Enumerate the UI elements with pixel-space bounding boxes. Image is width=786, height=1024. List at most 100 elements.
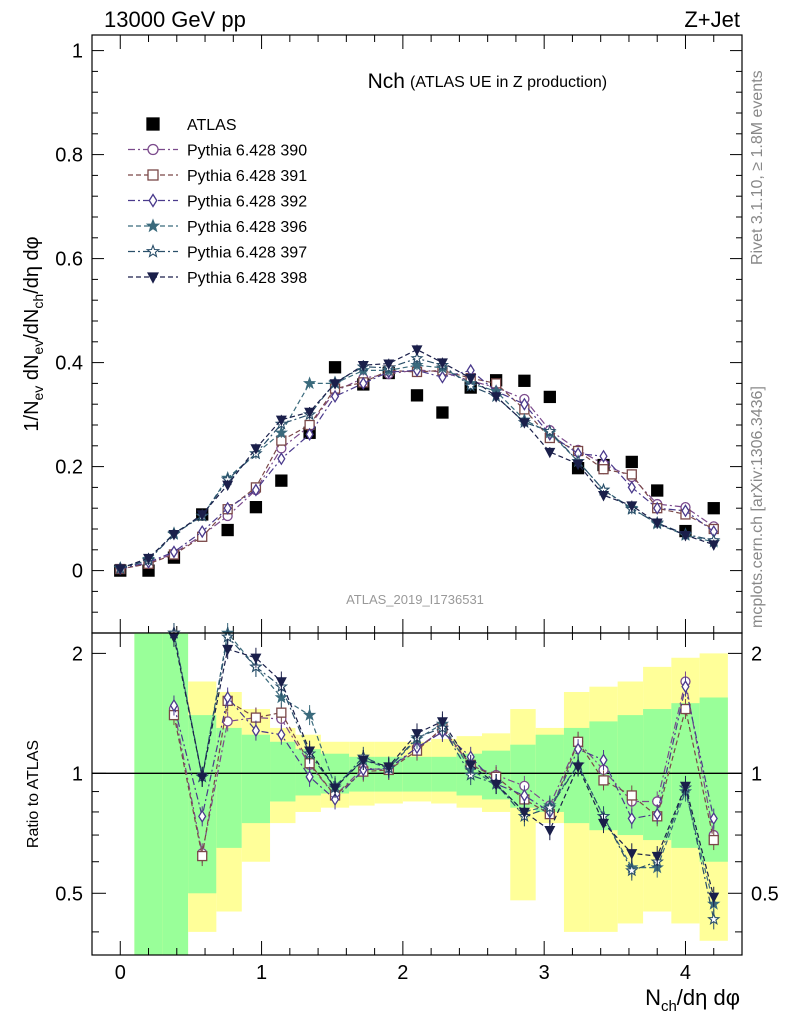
legend: ATLAS Pythia 6.428 390 Pythia 6.428 391 Pyt… xyxy=(128,117,307,287)
ratio-point xyxy=(197,850,208,862)
main-ytick-label: 0 xyxy=(72,561,83,583)
main-series-6 xyxy=(114,344,720,575)
main-point xyxy=(411,345,423,356)
ratio-point xyxy=(302,708,317,721)
green-band xyxy=(402,756,432,792)
ratio-point xyxy=(707,912,721,925)
x-axis-label: Nch/dη dφ xyxy=(645,985,740,1015)
main-series-line xyxy=(120,348,714,570)
legend-marker xyxy=(146,117,160,131)
legend-label: Pythia 6.428 397 xyxy=(187,245,307,262)
main-series-0 xyxy=(114,361,720,577)
ratio-point xyxy=(653,807,662,821)
ratio-point xyxy=(436,717,448,728)
ratio-panel: 0 1 2 3 4 0.5 0.5 1 1 2 2 xyxy=(55,623,779,984)
ratio-point xyxy=(598,775,609,786)
green-band xyxy=(431,756,457,792)
main-series-3 xyxy=(116,363,718,576)
main-point xyxy=(222,480,234,492)
main-point xyxy=(410,389,424,402)
main-ylabel: 1/Nev dNev/dNch/dη dφ xyxy=(21,236,46,431)
header-energy: 13000 GeV pp xyxy=(104,7,246,32)
rivet-note: Rivet 3.1.10, ≥ 1.8M events xyxy=(749,70,766,265)
main-point xyxy=(250,444,262,455)
site-note: mcplots.cern.ch [arXiv:1306.3436] xyxy=(749,386,766,628)
ratio-point xyxy=(625,863,639,877)
main-point xyxy=(329,379,341,390)
main-point xyxy=(359,376,368,391)
main-point xyxy=(518,418,530,429)
ratio-point xyxy=(223,690,232,705)
main-point xyxy=(543,390,556,404)
x-tick-label: 4 xyxy=(680,962,691,984)
x-tick-label: 2 xyxy=(397,962,408,984)
main-point xyxy=(274,425,289,439)
ratio-point xyxy=(222,644,234,656)
main-point xyxy=(277,452,286,466)
ratio-point xyxy=(330,792,340,807)
ratio-point xyxy=(572,762,584,773)
main-point xyxy=(518,374,531,387)
ratio-point xyxy=(277,728,286,742)
main-point xyxy=(572,459,584,471)
main-point xyxy=(598,491,610,502)
ratio-point xyxy=(465,760,477,772)
green-band xyxy=(134,633,163,955)
main-point xyxy=(490,392,502,403)
legend-label: Pythia 6.428 391 xyxy=(187,168,307,185)
main-marks xyxy=(113,344,721,577)
main-point xyxy=(544,447,556,459)
ratio-point xyxy=(520,788,529,803)
legend-label: ATLAS xyxy=(187,117,237,134)
ratio-point xyxy=(275,677,287,688)
green-band xyxy=(270,741,296,802)
main-ytick-label: 0.4 xyxy=(55,353,83,375)
main-point xyxy=(328,361,342,374)
main-point xyxy=(275,415,287,427)
main-point xyxy=(251,483,261,497)
main-point xyxy=(196,510,208,521)
ratio-point xyxy=(708,834,719,846)
main-panel: 0 0.2 0.4 0.6 0.8 1 Nch (ATLAS UE in Z produc… xyxy=(55,34,743,647)
ratio-ytick-label: 1 xyxy=(72,763,83,785)
ratio-ytick-label-right: 0.5 xyxy=(751,883,779,905)
ratio-ylabel: Ratio to ATLAS xyxy=(25,740,42,848)
ratio-series-5 xyxy=(168,626,720,907)
ratio-marks xyxy=(167,623,721,930)
ratio-point xyxy=(679,781,691,793)
ratio-point xyxy=(543,800,557,814)
ratio-point xyxy=(169,698,179,713)
green-band xyxy=(162,633,189,955)
main-point xyxy=(627,480,636,495)
ratio-point xyxy=(598,818,610,830)
ratio-point xyxy=(304,746,316,757)
main-point xyxy=(707,502,720,515)
main-point xyxy=(383,359,395,370)
main-point xyxy=(357,361,369,372)
ratio-point xyxy=(383,762,395,773)
legend-marker xyxy=(145,218,161,233)
ratio-series-line xyxy=(173,699,715,857)
x-tick-label: 0 xyxy=(115,962,126,984)
ratio-point xyxy=(599,753,608,767)
ratio-point xyxy=(251,723,261,738)
ratio-point xyxy=(708,892,720,904)
main-series-line xyxy=(120,369,715,570)
main-point xyxy=(599,449,608,463)
main-point xyxy=(438,370,447,384)
main-point xyxy=(223,501,232,515)
ratio-point xyxy=(490,779,502,791)
main-point xyxy=(625,455,638,469)
ratio-point xyxy=(709,811,718,826)
legend-marker xyxy=(147,143,159,156)
legend-label: Pythia 6.428 396 xyxy=(187,219,307,236)
main-point xyxy=(598,464,609,475)
legend-marker xyxy=(148,193,158,208)
main-point xyxy=(305,427,314,441)
ratio-point xyxy=(305,770,314,784)
ratio-point xyxy=(573,742,583,756)
ratio-point xyxy=(680,703,691,715)
main-point xyxy=(249,501,263,514)
main-point xyxy=(651,484,664,497)
main-point xyxy=(464,378,478,392)
